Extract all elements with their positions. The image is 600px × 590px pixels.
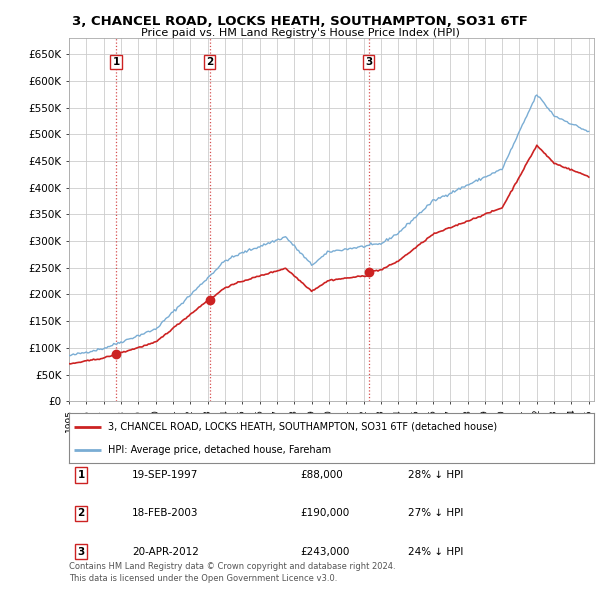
Text: £88,000: £88,000 [300,470,343,480]
Text: 1: 1 [113,57,120,67]
Text: 3, CHANCEL ROAD, LOCKS HEATH, SOUTHAMPTON, SO31 6TF: 3, CHANCEL ROAD, LOCKS HEATH, SOUTHAMPTO… [72,15,528,28]
Text: HPI: Average price, detached house, Fareham: HPI: Average price, detached house, Fare… [109,445,331,455]
Text: 3, CHANCEL ROAD, LOCKS HEATH, SOUTHAMPTON, SO31 6TF (detached house): 3, CHANCEL ROAD, LOCKS HEATH, SOUTHAMPTO… [109,421,497,431]
Text: 1: 1 [77,470,85,480]
Text: 20-APR-2012: 20-APR-2012 [132,547,199,556]
Text: 3: 3 [77,547,85,556]
Text: 19-SEP-1997: 19-SEP-1997 [132,470,199,480]
Text: 2: 2 [206,57,214,67]
Text: 24% ↓ HPI: 24% ↓ HPI [408,547,463,556]
Text: Contains HM Land Registry data © Crown copyright and database right 2024.
This d: Contains HM Land Registry data © Crown c… [69,562,395,583]
Text: 27% ↓ HPI: 27% ↓ HPI [408,509,463,518]
Text: 2: 2 [77,509,85,518]
Text: Price paid vs. HM Land Registry's House Price Index (HPI): Price paid vs. HM Land Registry's House … [140,28,460,38]
Text: 28% ↓ HPI: 28% ↓ HPI [408,470,463,480]
Text: 3: 3 [365,57,373,67]
Text: £190,000: £190,000 [300,509,349,518]
Text: £243,000: £243,000 [300,547,349,556]
Text: 18-FEB-2003: 18-FEB-2003 [132,509,199,518]
